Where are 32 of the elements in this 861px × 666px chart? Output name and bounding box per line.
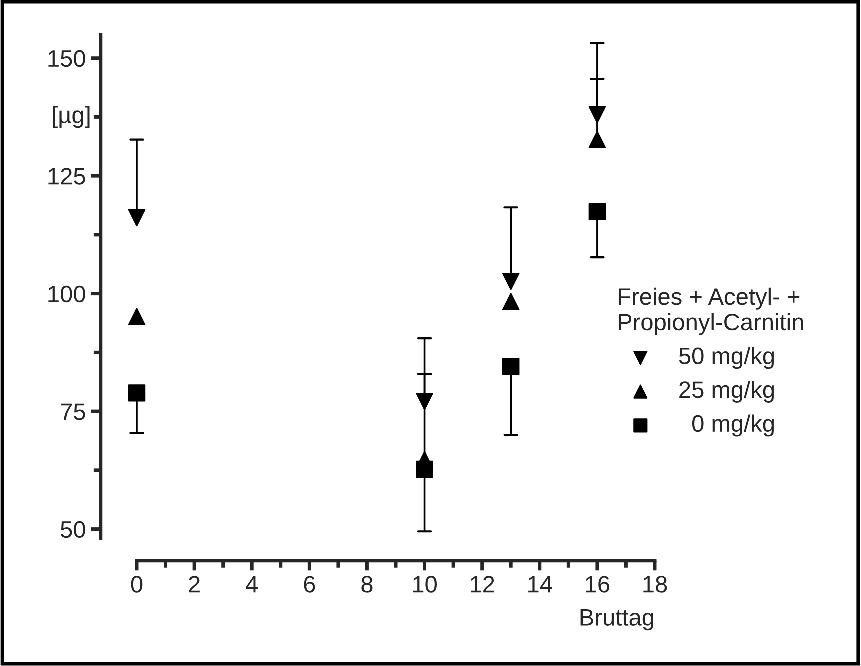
point xyxy=(588,106,606,124)
legend-label: 25 mg/kg xyxy=(680,380,774,403)
x-tick-label: 6 xyxy=(304,576,316,593)
point xyxy=(416,451,434,469)
point xyxy=(502,358,520,376)
x-axis-title: Bruttag xyxy=(580,609,654,631)
y-tick-label: 150 xyxy=(48,50,86,68)
x-tick-label: 10 xyxy=(413,576,437,593)
point xyxy=(588,203,606,220)
x-tick-label: 14 xyxy=(528,576,552,593)
y-tick-label: 125 xyxy=(48,168,86,185)
y-tick-label: 100 xyxy=(48,286,86,303)
point xyxy=(502,293,520,310)
x-tick-label: 12 xyxy=(471,576,494,593)
x-tick-label: 4 xyxy=(246,576,258,593)
x-tick-label: 2 xyxy=(189,576,200,593)
y-tick-label: 75 xyxy=(61,404,86,420)
point xyxy=(128,209,146,227)
x-tick-label: 0 xyxy=(131,576,143,593)
y-tick-label: 50 xyxy=(60,521,86,538)
point xyxy=(416,393,434,410)
legend-label: 50 mg/kg xyxy=(679,347,774,370)
x-tick-label: 8 xyxy=(362,576,373,593)
x-tick-label: 18 xyxy=(644,576,668,593)
point xyxy=(502,272,520,290)
x-tick-label: 16 xyxy=(586,576,610,593)
point xyxy=(128,308,146,326)
point xyxy=(588,131,606,148)
legend-title: Freies + Acetyl- + Propionyl-Carnitin xyxy=(618,288,804,336)
point xyxy=(128,384,146,402)
legend-label: 0 mg/kg xyxy=(692,414,774,437)
y-axis-title: [µg] xyxy=(53,106,90,128)
